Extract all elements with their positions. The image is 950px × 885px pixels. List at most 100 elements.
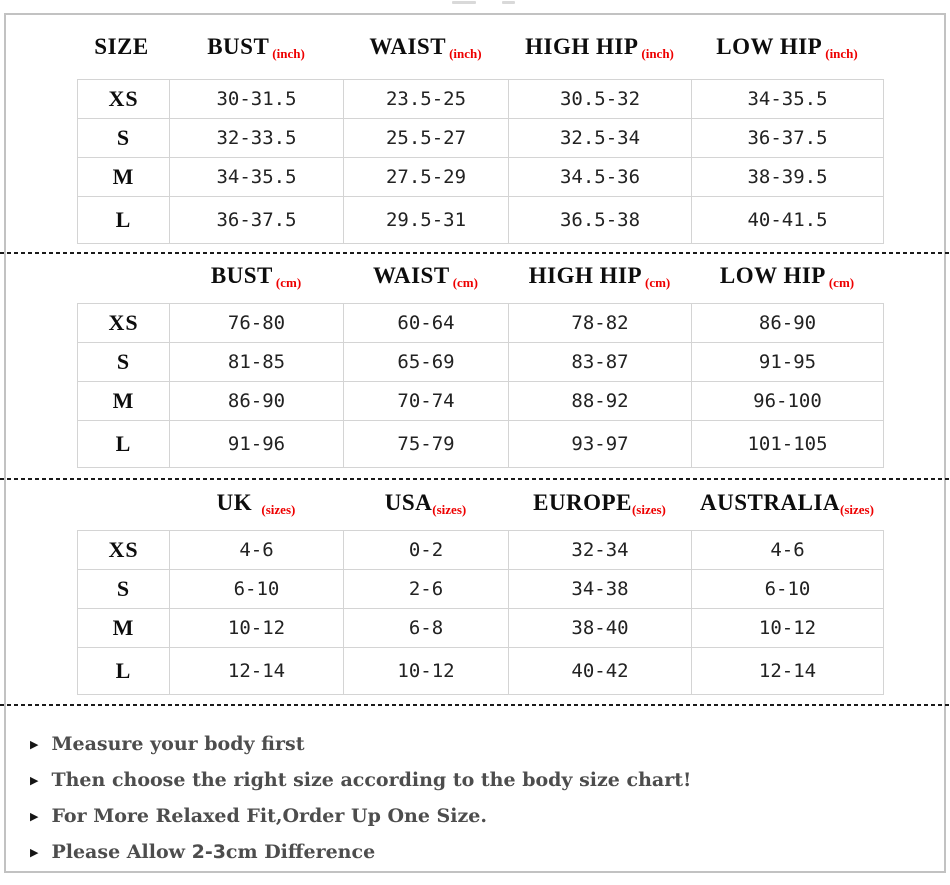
cell-high-hip: 32.5-34 — [508, 118, 692, 158]
header-label: HIGH HIP — [525, 34, 639, 59]
table-row-l: L 91-96 75-79 93-97 101-105 — [77, 420, 884, 468]
size-label: M — [77, 157, 170, 197]
table-row-s: S 6-10 2-6 34-38 6-10 — [77, 569, 884, 609]
column-header-australia: AUSTRALIA(sizes) — [691, 490, 883, 517]
table-row-xs: XS 4-6 0-2 32-34 4-6 — [77, 530, 884, 570]
note-measure-first: ▶ Measure your body first — [30, 726, 691, 762]
header-row-cm: BUST (cm) WAIST (cm) HIGH HIP (cm) LOW HIP(… — [77, 259, 883, 293]
header-label: LOW HIP — [719, 263, 826, 288]
note-relaxed-fit: ▶ For More Relaxed Fit,Order Up One Size. — [30, 798, 691, 834]
size-table-inches: XS 30-31.5 23.5-25 30.5-32 34-35.5 S 32-… — [77, 79, 884, 244]
note-allow-difference: ▶ Please Allow 2-3 cm Difference — [30, 834, 691, 870]
table-row-m: M 34-35.5 27.5-29 34.5-36 38-39.5 — [77, 157, 884, 197]
size-label: L — [77, 196, 170, 244]
table-row-s: S 81-85 65-69 83-87 91-95 — [77, 342, 884, 382]
cell-usa: 6-8 — [343, 608, 509, 648]
cell-usa: 2-6 — [343, 569, 509, 609]
note-text: Please Allow — [51, 841, 192, 863]
column-header-usa: USA(sizes) — [343, 490, 508, 517]
header-label: EUROPE — [533, 490, 632, 515]
cell-australia: 12-14 — [691, 647, 884, 695]
dashed-divider — [0, 478, 950, 480]
header-label: BUST — [210, 263, 273, 288]
column-header-uk: UK (sizes) — [169, 490, 343, 517]
column-header-size: SIZE — [77, 34, 169, 60]
header-label: SIZE — [94, 34, 149, 59]
size-label: L — [77, 647, 170, 695]
size-label: S — [77, 342, 170, 382]
dashed-divider — [0, 252, 950, 254]
cell-low-hip: 34-35.5 — [691, 79, 884, 119]
cropped-title-remnant — [502, 1, 515, 4]
column-header-high-hip: HIGH HIP (cm) — [508, 263, 691, 290]
header-label: WAIST — [373, 263, 450, 288]
cell-high-hip: 36.5-38 — [508, 196, 692, 244]
cropped-title-remnant — [452, 1, 476, 4]
header-unit: (inch) — [641, 46, 674, 61]
size-label: XS — [77, 530, 170, 570]
dashed-divider — [0, 704, 950, 706]
cell-waist: 60-64 — [343, 303, 509, 343]
size-label: S — [77, 569, 170, 609]
cell-low-hip: 91-95 — [691, 342, 884, 382]
cell-bust: 81-85 — [169, 342, 344, 382]
header-unit: (inch) — [825, 46, 858, 61]
cell-usa: 0-2 — [343, 530, 509, 570]
cell-uk: 12-14 — [169, 647, 344, 695]
cell-low-hip: 40-41.5 — [691, 196, 884, 244]
table-row-m: M 86-90 70-74 88-92 96-100 — [77, 381, 884, 421]
cell-low-hip: 101-105 — [691, 420, 884, 468]
header-unit: (inch) — [449, 46, 482, 61]
cell-bust: 86-90 — [169, 381, 344, 421]
size-label: S — [77, 118, 170, 158]
header-unit: (sizes) — [261, 502, 296, 517]
header-unit: (inch) — [272, 46, 305, 61]
cell-high-hip: 88-92 — [508, 381, 692, 421]
cell-bust: 34-35.5 — [169, 157, 344, 197]
cell-waist: 65-69 — [343, 342, 509, 382]
size-label: M — [77, 608, 170, 648]
header-unit: (sizes) — [432, 502, 467, 517]
table-row-m: M 10-12 6-8 38-40 10-12 — [77, 608, 884, 648]
note-text: Then choose the right size according to … — [51, 769, 692, 791]
note-text: cm Difference — [225, 841, 376, 863]
cell-bust: 91-96 — [169, 420, 344, 468]
cell-bust: 76-80 — [169, 303, 344, 343]
header-label: WAIST — [369, 34, 447, 59]
cell-bust: 32-33.5 — [169, 118, 344, 158]
bullet-triangle-icon: ▶ — [30, 845, 39, 859]
header-label: HIGH HIP — [528, 263, 642, 288]
cell-low-hip: 36-37.5 — [691, 118, 884, 158]
header-label: AUSTRALIA — [700, 490, 841, 515]
cell-high-hip: 78-82 — [508, 303, 692, 343]
header-unit: (sizes) — [631, 502, 666, 517]
column-header-bust: BUST (inch) — [169, 34, 343, 61]
bullet-triangle-icon: ▶ — [30, 809, 39, 823]
header-unit: (sizes) — [840, 502, 874, 517]
header-unit: (cm) — [275, 275, 302, 290]
column-header-high-hip: HIGH HIP (inch) — [508, 34, 691, 61]
cell-australia: 4-6 — [691, 530, 884, 570]
cell-europe: 38-40 — [508, 608, 692, 648]
cell-europe: 40-42 — [508, 647, 692, 695]
header-row-inches: SIZE BUST (inch) WAIST (inch) HIGH HIP (inc… — [77, 30, 883, 64]
size-table-cm: XS 76-80 60-64 78-82 86-90 S 81-85 65-69… — [77, 303, 884, 468]
column-header-low-hip: LOW HIP (inch) — [691, 34, 883, 61]
size-table-international: XS 4-6 0-2 32-34 4-6 S 6-10 2-6 34-38 6-… — [77, 530, 884, 695]
header-unit: (cm) — [828, 275, 855, 290]
header-label: BUST — [207, 34, 270, 59]
header-unit: (cm) — [645, 275, 671, 290]
table-row-s: S 32-33.5 25.5-27 32.5-34 36-37.5 — [77, 118, 884, 158]
note-text: Measure your body first — [51, 733, 305, 755]
cell-australia: 6-10 — [691, 569, 884, 609]
column-header-low-hip: LOW HIP (cm) — [691, 263, 883, 290]
note-emphasis: 2-3 — [191, 841, 226, 863]
cell-europe: 32-34 — [508, 530, 692, 570]
cell-waist: 25.5-27 — [343, 118, 509, 158]
cell-europe: 34-38 — [508, 569, 692, 609]
cell-high-hip: 34.5-36 — [508, 157, 692, 197]
size-label: M — [77, 381, 170, 421]
cell-low-hip: 96-100 — [691, 381, 884, 421]
bullet-triangle-icon: ▶ — [30, 737, 39, 751]
